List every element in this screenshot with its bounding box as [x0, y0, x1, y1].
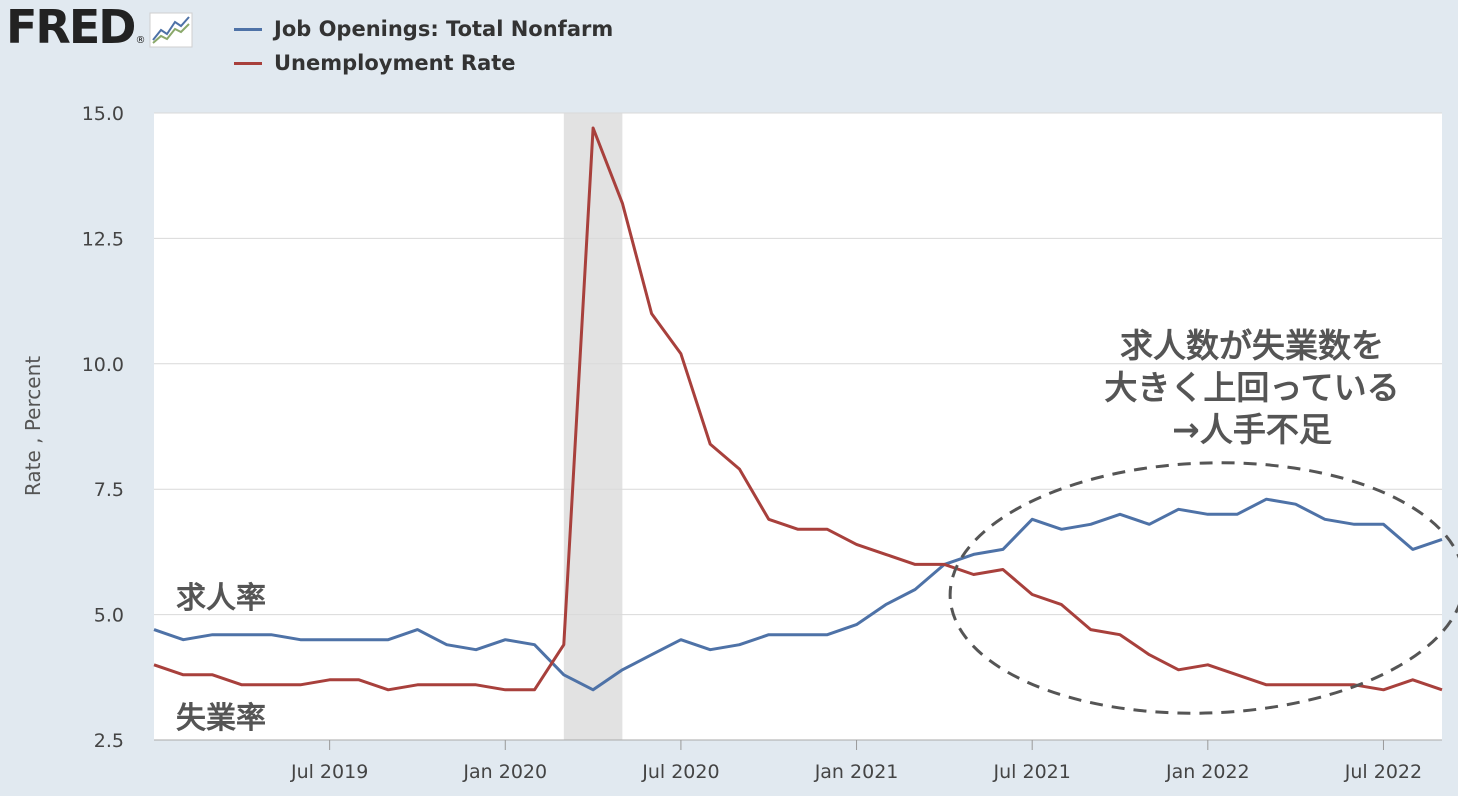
callout-ellipse: [948, 461, 1458, 715]
x-tick-label: Jul 2021: [993, 761, 1071, 783]
x-tick-label: Jul 2019: [290, 761, 368, 783]
fred-logo[interactable]: FRED ®: [6, 4, 193, 50]
series-line-job-openings: [153, 497, 1443, 692]
x-tick-label: Jan 2020: [462, 761, 547, 783]
y-tick-label: 7.5: [94, 479, 124, 501]
y-tick-label: 10.0: [82, 354, 124, 376]
x-tick-label: Jan 2021: [814, 761, 899, 783]
legend-item-job-openings[interactable]: Job Openings: Total Nonfarm: [234, 12, 613, 46]
series-line-unemployment-rate: [153, 126, 1443, 692]
legend-label-unemployment-rate: Unemployment Rate: [274, 51, 516, 75]
x-tick-label: Jul 2020: [641, 761, 719, 783]
tick-layer: 15.0 12.5 10.0 7.5 5.0 2.5 Jul 2019 Jan 2020 Jul…: [82, 103, 1422, 783]
legend-swatch-job-openings: [234, 27, 262, 31]
legend-item-unemployment-rate[interactable]: Unemployment Rate: [234, 46, 613, 80]
annotation-unemployment: 失業率: [176, 701, 266, 736]
y-axis-label: Rate , Percent: [21, 356, 45, 496]
chart-legend: Job Openings: Total Nonfarm Unemployment…: [234, 12, 613, 80]
callout-line-3: →人手不足: [1172, 410, 1332, 449]
legend-swatch-unemployment-rate: [234, 61, 262, 65]
recession-layer: [563, 113, 623, 740]
x-tick-label: Jul 2022: [1344, 761, 1422, 783]
y-tick-label: 5.0: [94, 605, 124, 627]
legend-label-job-openings: Job Openings: Total Nonfarm: [274, 17, 614, 41]
y-tick-label: 2.5: [94, 730, 124, 752]
y-tick-label: 12.5: [82, 228, 124, 250]
series-layer: [153, 126, 1443, 692]
annotation-job-rate: 求人率: [176, 581, 266, 616]
y-tick-label: 15.0: [82, 103, 124, 125]
fred-logo-text: FRED: [6, 0, 136, 54]
callout-line-1: 求人数が失業数を: [1120, 326, 1384, 365]
fred-graph-icon: [149, 12, 193, 48]
callout-line-2: 大きく上回っている: [1104, 368, 1399, 407]
registered-mark: ®: [135, 35, 146, 46]
grid-layer: [154, 112, 1442, 741]
recession-shade: [563, 113, 623, 740]
x-tick-label: Jan 2022: [1165, 761, 1250, 783]
